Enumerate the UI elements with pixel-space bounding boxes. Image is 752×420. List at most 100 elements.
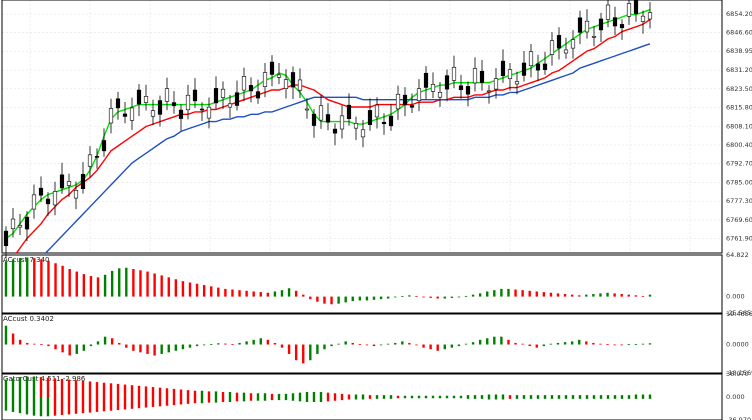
gator-lower-bar [53,397,57,416]
candle-body [38,187,44,196]
gator-upper-bar [634,394,638,397]
ac2-bar [302,344,305,364]
gator-upper-bar [564,395,568,397]
ac2-bar [245,341,248,345]
candle-body [437,92,443,98]
candle-body [549,40,555,55]
ac2-bar [408,342,411,345]
ac1-bar [408,295,411,297]
ac2-bar [585,341,588,345]
candle-body [584,20,590,33]
ac2-bar [627,344,630,346]
gator-upper-bar [158,387,162,397]
candle-body [220,88,226,98]
gator-lower-bar [256,397,260,401]
gator-lower-bar [326,397,330,402]
gator-lower-bar [228,397,232,402]
ac2-bar [478,339,482,345]
gator-lower-bar [613,397,617,399]
ac2-bar [443,344,446,350]
gator-lower-bar [396,397,400,399]
candle-body [199,108,205,111]
gator-lower-bar [207,397,211,403]
candle-body [556,35,562,49]
candle-body [94,156,100,158]
ac1-bar [500,288,503,297]
ac2-bar [210,344,213,345]
ac1-bar [415,295,418,297]
ac1-bar [210,286,213,297]
gator-lower-bar [452,397,456,399]
candle-body [374,104,380,118]
ac2-bar [89,344,93,347]
ac2-bar [68,344,71,356]
candle-body [24,216,30,230]
candle-body [521,62,527,76]
ac2-bar [606,344,609,346]
ac2-bar [224,343,227,345]
ac2-bar [96,341,100,345]
gator-upper-bar [459,395,463,397]
gator-upper-bar [529,395,533,397]
gator-upper-bar [11,378,15,397]
gator-lower-bar [319,397,323,402]
gator-tick-label: 0.000 [726,393,745,401]
gator-lower-bar [193,397,197,404]
ac1-bar [337,296,340,304]
ac1-bar [89,276,93,297]
candle-body [493,78,499,90]
gator-upper-bar [235,392,239,397]
gator-lower-bar [620,397,624,399]
gator-lower-bar [529,397,533,399]
ac2-bar [648,343,652,345]
ac1-bar [443,296,446,299]
ac2-bar [330,344,333,347]
ac2-tick-label: 0.0000 [726,341,749,349]
ac1-bar [351,296,354,302]
gator-lower-bar [564,397,568,399]
gator-lower-bar [536,397,540,399]
ac2-bar [344,341,347,345]
ac2-bar [4,325,8,345]
gator-lower-bar [60,397,64,416]
candle-body [171,102,177,107]
ac1-bar [563,294,567,297]
price-tick-label: 6761.90 [726,235,752,243]
ac1-bar [139,270,142,297]
ac1-bar [386,296,390,299]
ac1-bar [125,267,128,297]
gator-upper-bar [536,395,540,397]
gator-upper-bar [179,389,183,397]
gator-lower-bar [172,397,176,406]
gator-lower-bar [515,397,519,399]
ac1-tick-label: 64.822 [726,251,749,259]
ac2-bar [280,344,284,348]
candle-body [598,18,604,31]
ac1-bar [294,290,298,297]
gator-upper-bar [214,391,218,397]
gator-lower-bar [116,397,120,411]
candle-body [423,72,429,88]
candle-body [31,194,37,210]
gator-upper-bar [410,395,414,397]
ac1-bar [613,293,616,297]
ac2-bar [259,338,262,345]
ac1-bar [422,296,425,298]
gator-lower-bar [249,397,253,401]
candle-body [360,129,366,138]
gator-lower-bar [606,397,610,399]
gator-lower-bar [305,397,309,402]
ac2-pane-title: ACcust 0.3402 [3,315,54,323]
ac-indicator-pane-2: ACcust 0.3402 19.4656 0.0000 -18.1569 [1,310,752,377]
gator-lower-bar [599,397,603,399]
gator-lower-bar [494,397,498,400]
ac1-bar [620,294,623,297]
candle-body [143,96,149,103]
ac2-bar [33,343,36,345]
gator-upper-bar [123,384,127,397]
ac2-bar [429,344,432,350]
gator-lower-bar [186,397,190,404]
ac1-bar [436,296,439,299]
ac1-bar [493,290,496,297]
